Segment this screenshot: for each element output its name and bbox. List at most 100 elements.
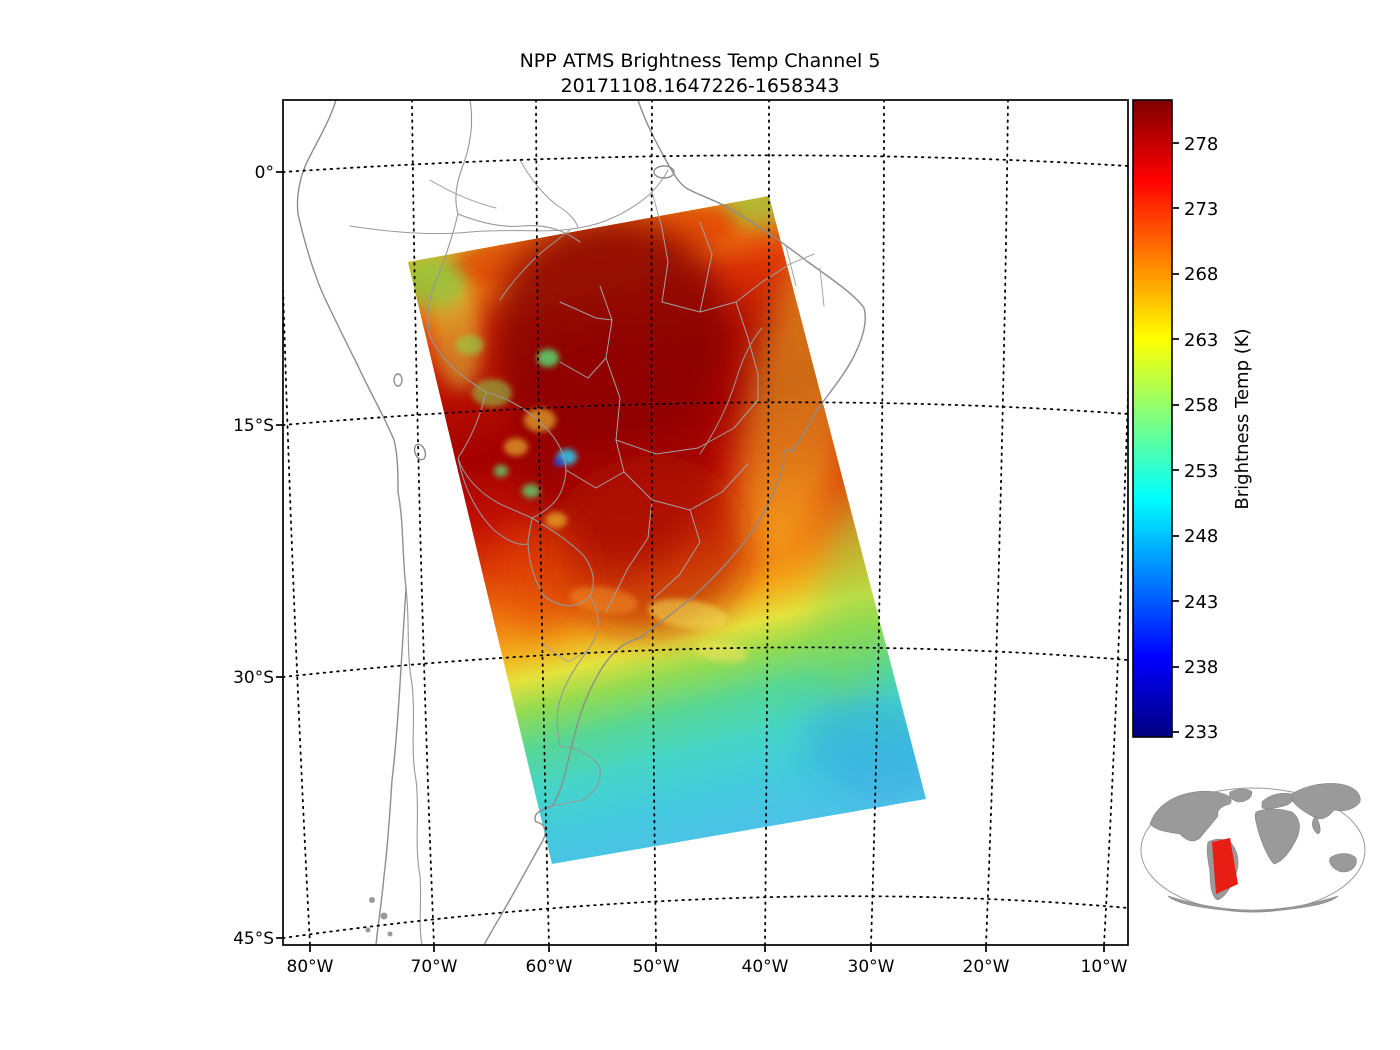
swath-speck-blue (554, 458, 564, 466)
state-border (819, 267, 825, 307)
meridian-60w (535, 100, 550, 945)
map-layer (283, 100, 1128, 945)
meridian-30w (870, 100, 885, 945)
x-tick-label: 30°W (848, 957, 895, 977)
swath-speck-green (537, 349, 559, 367)
colorbar-tick-label: 243 (1184, 592, 1218, 613)
river-madeira (499, 229, 571, 301)
island-marajo (653, 165, 675, 179)
x-tick-label: 60°W (526, 957, 573, 977)
border-uruguay (551, 745, 601, 807)
y-tick-label: 45°S (233, 929, 274, 949)
border-brazil-argentina (556, 595, 599, 747)
colorbar-axis-label: Brightness Temp (K) (1232, 328, 1253, 509)
swath-speck-green (494, 465, 508, 477)
colorbar-tick-label: 268 (1184, 264, 1218, 285)
continent-greenland (1229, 788, 1253, 803)
state-border (605, 499, 653, 613)
y-tick-label: 15°S (233, 416, 274, 436)
state-border (615, 399, 759, 455)
state-border (699, 221, 713, 313)
meridian-50w (650, 100, 657, 945)
x-tick-label: 40°W (742, 957, 789, 977)
continent-north-america (1149, 790, 1232, 842)
x-tick-label: 20°W (963, 957, 1010, 977)
state-border (559, 301, 613, 321)
axis-ticks (276, 171, 1105, 952)
coastlines (296, 100, 866, 945)
swath-streak-yellow (696, 641, 748, 663)
state-border (785, 245, 797, 287)
colorbar-tickmarks (1172, 142, 1179, 733)
inset-globe (1140, 783, 1366, 913)
swath-speck-yellow (545, 512, 567, 528)
meridian-20w (985, 100, 1009, 945)
x-tick-label: 10°W (1081, 957, 1128, 977)
subcontinent-india (1312, 815, 1321, 835)
plot-title: NPP ATMS Brightness Temp Channel 5 (520, 50, 881, 72)
rivers (349, 159, 763, 455)
state-border (565, 469, 625, 489)
meridian-40w (764, 100, 770, 945)
colorbar-gradient (1132, 99, 1173, 738)
island-speck (387, 931, 393, 937)
y-axis-labels: 0° 15°S 30°S 45°S (233, 163, 274, 949)
state-border (653, 509, 701, 599)
continent-africa (1254, 808, 1300, 865)
island-speck (380, 912, 388, 920)
state-border (559, 357, 607, 379)
border-bolivia-brazil (485, 391, 567, 519)
swath-speck-green (456, 335, 484, 355)
river-sao-francisco (699, 327, 763, 455)
colorbar-tick-labels: 278 273 268 263 258 253 248 243 238 233 (1184, 134, 1218, 743)
data-swath (408, 196, 926, 864)
x-tick-label: 50°W (633, 957, 680, 977)
colorbar-tick-label: 253 (1184, 461, 1218, 482)
colorbar-tick-label: 258 (1184, 395, 1218, 416)
border-peru-brazil (427, 213, 487, 393)
swath-blob-orange-left (505, 515, 585, 635)
meridian-80w (283, 255, 311, 945)
parallel-30s (283, 646, 1128, 678)
y-tick-label: 30°S (233, 668, 274, 688)
parallel-15s (283, 401, 1128, 426)
lake-titicaca (413, 443, 427, 461)
plot-frame (282, 99, 1129, 946)
colorbar: 278 273 268 263 258 253 248 243 238 233 … (1132, 99, 1253, 743)
coastline-east (483, 100, 866, 945)
border-argentina-north (457, 457, 529, 545)
colorbar-tick-label: 273 (1184, 199, 1218, 220)
swath-speck-green (472, 379, 512, 407)
small-lake (393, 373, 403, 387)
swath-speck-green (522, 484, 540, 498)
swath-speck-yellow (524, 408, 556, 432)
border-colombia-venezuela (455, 100, 473, 215)
swath-blob-green-tr-corner (727, 196, 787, 228)
continent-australia (1329, 853, 1357, 873)
river-japura (429, 179, 497, 209)
state-border (735, 301, 759, 401)
swath-streak-yellow (648, 599, 728, 629)
x-tick-label: 80°W (287, 957, 334, 977)
y-tick-label: 0° (255, 163, 274, 183)
x-axis-labels: 80°W 70°W 60°W 50°W 40°W 30°W 20°W 10°W (287, 957, 1128, 977)
coastline-west (296, 100, 407, 945)
state-border (615, 439, 749, 511)
swath-speck-yellow (504, 438, 528, 456)
colorbar-tick-label: 248 (1184, 526, 1218, 547)
parallel-0deg (283, 154, 1128, 173)
river-negro (519, 159, 579, 229)
river-amazon (349, 169, 669, 235)
swath-streak-orange (570, 586, 638, 614)
border-colombia-brazil (457, 213, 581, 243)
parallel-45s (283, 895, 1128, 939)
colorbar-tick-label: 263 (1184, 330, 1218, 351)
island-speck (365, 927, 371, 933)
country-borders (397, 100, 601, 945)
meridian-70w (411, 100, 435, 945)
meridian-10w (1103, 367, 1128, 945)
x-tick-label: 70°W (411, 957, 458, 977)
colorbar-tick-label: 238 (1184, 657, 1218, 678)
